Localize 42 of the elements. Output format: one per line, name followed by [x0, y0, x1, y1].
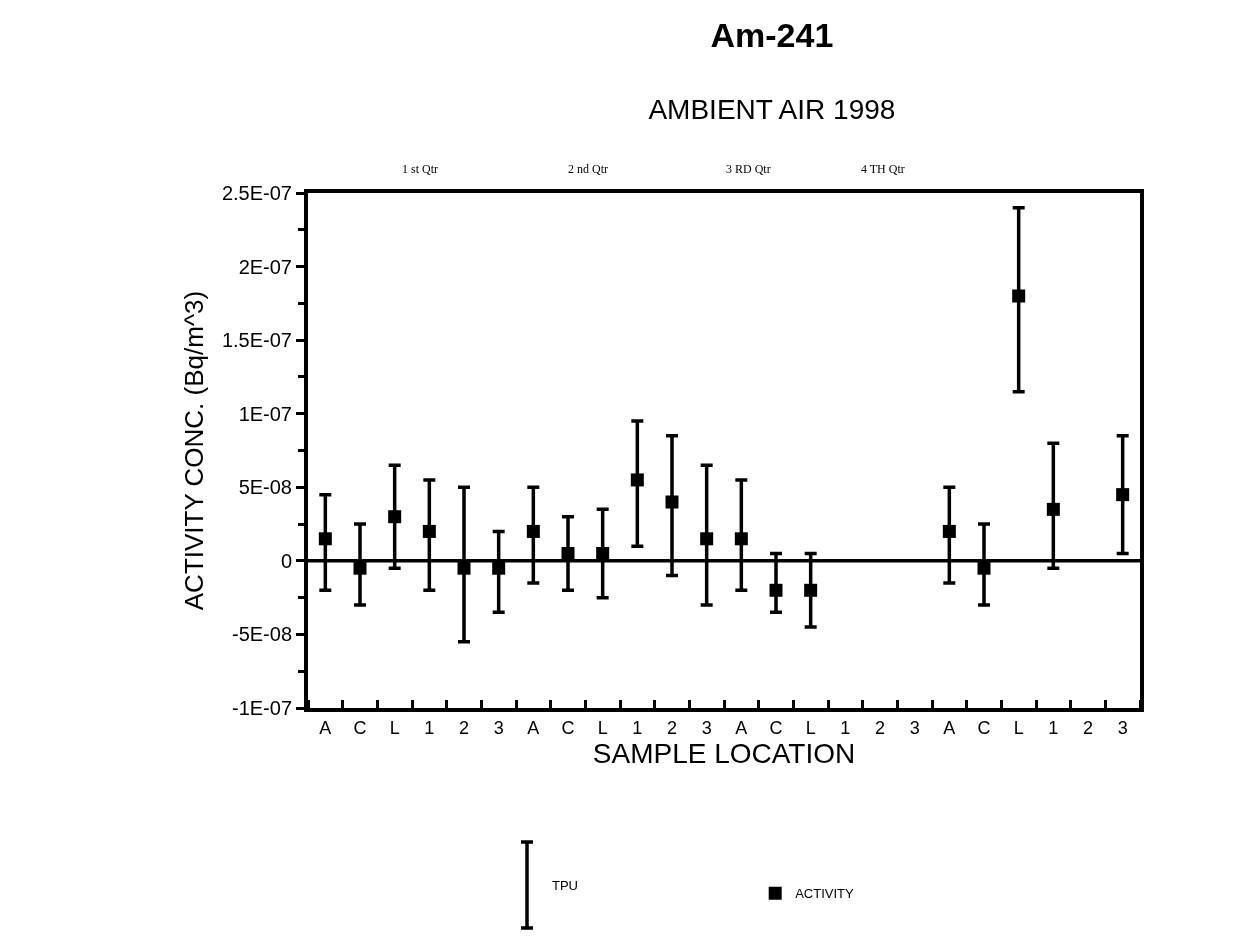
y-tick-label: 5E-08: [238, 476, 292, 499]
y-tick-label: -5E-08: [231, 623, 292, 646]
x-tick-label: 1: [1048, 717, 1059, 738]
x-tick-label: 2: [666, 717, 678, 738]
chart-subtitle: AMBIENT AIR 1998: [648, 93, 896, 125]
x-tick-label: L: [805, 717, 816, 738]
x-tick-label: A: [319, 717, 332, 738]
x-tick-label: 3: [909, 717, 920, 738]
x-tick-label: 1: [840, 717, 851, 738]
y-tick-label: -1E-07: [231, 697, 292, 719]
x-axis-title: SAMPLE LOCATION: [592, 737, 856, 769]
x-tick-label: 2: [874, 717, 886, 738]
x-tick-label: 2: [1082, 717, 1094, 738]
x-tick-label: A: [735, 717, 748, 738]
text: 2 nd Qtr: [568, 162, 608, 176]
x-tick-label: C: [977, 717, 991, 738]
chart-title: Am-241: [710, 16, 834, 55]
y-tick-label: 2.5E-07: [221, 182, 292, 204]
x-tick-label: L: [1013, 717, 1024, 738]
text: 1 st Qtr: [402, 162, 438, 176]
y-tick-label: 2E-07: [238, 255, 292, 278]
y-tick-label: 1E-07: [238, 402, 292, 425]
x-tick-label: C: [769, 717, 783, 738]
y-axis-title: ACTIVITY CONC. (Bq/m^3): [178, 290, 209, 611]
x-tick-label: A: [527, 717, 540, 738]
y-tick-label: 1.5E-07: [221, 329, 292, 352]
y-tick-label: 0: [280, 549, 292, 572]
x-tick-label: 3: [1117, 717, 1128, 738]
text: 3 RD Qtr: [726, 162, 771, 176]
x-tick-label: L: [597, 717, 608, 738]
x-tick-label: 1: [632, 717, 643, 738]
text: TPU: [552, 877, 578, 893]
text: 4 TH Qtr: [861, 162, 905, 176]
x-tick-label: C: [561, 717, 575, 738]
x-tick-label: 3: [493, 717, 504, 738]
x-tick-label: A: [943, 717, 956, 738]
x-tick-label: 1: [424, 717, 435, 738]
x-tick-label: 3: [701, 717, 712, 738]
legend-label: ACTIVITY: [795, 886, 855, 902]
x-tick-label: L: [389, 717, 400, 738]
x-tick-label: C: [353, 717, 367, 738]
x-tick-label: 2: [458, 717, 470, 738]
